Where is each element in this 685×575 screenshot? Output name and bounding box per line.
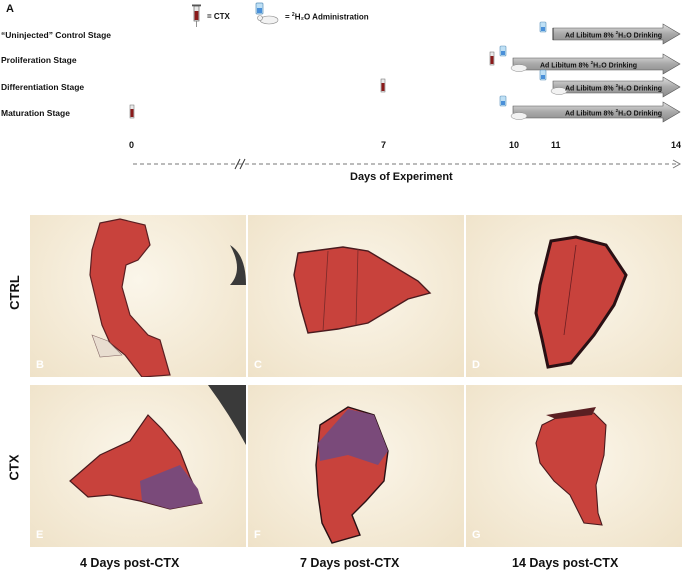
legend-ctx-text: = CTX [207, 12, 230, 21]
row-label-ctrl: CTRL [6, 274, 22, 310]
syringe-day10 [489, 51, 495, 66]
tick-label-0: 0 [129, 140, 135, 150]
tick-label-11: 11 [551, 140, 561, 150]
micrograph-e: E [30, 385, 246, 547]
panel-letter-f: F [254, 529, 261, 541]
micrograph-d: D [466, 215, 682, 377]
differentiation-arrow [552, 76, 681, 98]
panel-letter-e: E [36, 529, 44, 541]
mouse-with-bottle-icon [255, 2, 279, 25]
column-caption-4days: 4 Days post-CTX [80, 556, 180, 570]
micrograph-c: C [248, 215, 464, 377]
bottle-icon-proliferation [499, 45, 528, 72]
column-caption-14days: 14 Days post-CTX [512, 556, 619, 570]
micrograph-g: G [466, 385, 682, 547]
timeline-graphic [129, 21, 682, 170]
syringe-icon [192, 4, 201, 27]
tick-label-10: 10 [509, 140, 520, 150]
stage-label-maturation: Maturation Stage [1, 108, 70, 118]
control-arrow [552, 23, 681, 45]
panel-a-label: A [6, 3, 14, 15]
axis-label: Days of Experiment [350, 171, 453, 183]
stage-label-differentiation: Differentiation Stage [1, 82, 85, 92]
arrow-text-control: Ad Libitum 8% 2H₂O Drinking [565, 30, 663, 40]
bottle-icon-control [539, 21, 547, 33]
bottle-icon-maturation [499, 95, 528, 120]
stage-label-proliferation: Proliferation Stage [1, 55, 77, 65]
panel-letter-c: C [254, 359, 262, 371]
panel-letter-g: G [472, 529, 481, 541]
arrow-text-maturation: Ad Libitum 8% 2H₂O Drinking [565, 108, 663, 118]
syringe-day0 [129, 104, 135, 119]
micrograph-f: F [248, 385, 464, 547]
tick-label-7: 7 [381, 140, 387, 150]
maturation-arrow [512, 101, 681, 123]
panel-letter-d: D [472, 359, 480, 371]
panel-letter-b: B [36, 359, 44, 371]
tick-label-14: 14 [671, 140, 682, 150]
column-caption-7days: 7 Days post-CTX [300, 556, 400, 570]
arrow-text-proliferation: Ad Libitum 8% 2H₂O Drinking [540, 60, 638, 70]
micrograph-b: B [30, 215, 246, 377]
syringe-day7 [380, 78, 386, 93]
stage-label-control: “Uninjected” Control Stage [1, 30, 112, 40]
legend-water-text: = 2H₂O Administration [285, 12, 369, 22]
row-label-ctx: CTX [6, 454, 22, 480]
arrow-text-differentiation: Ad Libitum 8% 2H₂O Drinking [565, 83, 663, 93]
proliferation-arrow [512, 53, 681, 75]
bottle-icon-differentiation [539, 69, 568, 95]
